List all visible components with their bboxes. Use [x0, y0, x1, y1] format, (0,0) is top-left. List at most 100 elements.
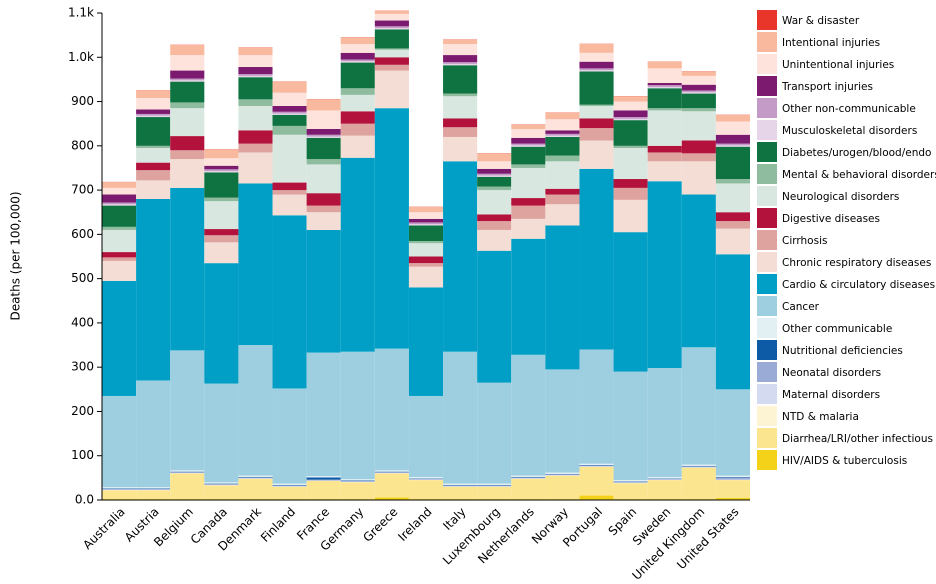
- bar-segment: [340, 88, 375, 95]
- legend-swatch: [757, 186, 777, 206]
- bar-segment: [715, 146, 750, 180]
- bar-segment: [340, 52, 375, 60]
- bar-segment: [340, 480, 375, 482]
- bar-segment: [170, 473, 205, 500]
- bar-segment: [408, 225, 444, 242]
- bar-segment: [681, 161, 716, 195]
- legend-label: Diabetes/urogen/blood/endo: [782, 147, 931, 159]
- y-tick-label: 200: [71, 404, 94, 418]
- y-tick-label: 900: [71, 94, 94, 108]
- bar-segment: [408, 480, 444, 500]
- bar-segment: [443, 486, 478, 500]
- legend-swatch: [757, 142, 777, 162]
- bar-segment: [511, 143, 546, 146]
- bar-segment: [613, 481, 648, 483]
- bar-segment: [306, 137, 341, 160]
- legend-label: Neurological disorders: [782, 191, 899, 203]
- bar-segment: [647, 480, 682, 500]
- bar-segment: [136, 109, 171, 114]
- bar-segment: [613, 145, 648, 149]
- y-axis-label: Deaths (per 100,000): [9, 191, 23, 320]
- bar-segment: [102, 488, 137, 490]
- bar-segment: [204, 197, 239, 202]
- bar-segment: [374, 28, 409, 30]
- bar-segment: [204, 242, 239, 264]
- bar-segment: [238, 183, 273, 346]
- bar-segment: [238, 47, 273, 56]
- bar-segment: [374, 348, 409, 471]
- bar-segment: [511, 354, 546, 476]
- bar-segment: [374, 57, 409, 65]
- bar-segment: [613, 187, 648, 200]
- legend-label: Transport injuries: [781, 81, 873, 93]
- bar-segment: [238, 105, 273, 131]
- bar-segment: [647, 68, 682, 83]
- bar-segment: [306, 110, 341, 129]
- y-tick-label: 700: [71, 183, 94, 197]
- bar-segment: [579, 43, 614, 53]
- bar-segment: [545, 188, 580, 195]
- legend-label: NTD & malaria: [782, 411, 859, 423]
- bar-segment: [102, 280, 137, 396]
- bar-segment: [340, 479, 375, 481]
- bar-segment: [579, 118, 614, 129]
- bar-segment: [511, 205, 546, 219]
- legend-label: Cancer: [782, 301, 820, 313]
- x-tick-label: Finland: [258, 505, 298, 545]
- bar-segment: [102, 187, 137, 195]
- bar-segment: [477, 173, 512, 176]
- bar-segment: [204, 172, 239, 198]
- bar-segment: [443, 63, 478, 66]
- bar-segment: [613, 118, 648, 121]
- bar-segment: [613, 232, 648, 372]
- bar-segment: [511, 164, 546, 168]
- bar-segment: [272, 190, 307, 195]
- bar-segment: [238, 55, 273, 68]
- bar-segment: [715, 475, 750, 477]
- bar-segment: [374, 48, 409, 50]
- bar-segment: [511, 124, 546, 129]
- bar-segment: [272, 92, 307, 106]
- bar-segment: [408, 476, 444, 479]
- bar-segment: [647, 145, 682, 153]
- legend-swatch: [757, 208, 777, 228]
- legend-swatch: [757, 428, 777, 448]
- bar-segment: [408, 395, 444, 477]
- x-tick-label: Australia: [80, 505, 127, 552]
- legend-swatch: [757, 252, 777, 272]
- bar-segment: [408, 243, 444, 257]
- bar-segment: [102, 182, 137, 188]
- bar-segment: [545, 204, 580, 226]
- bar-segment: [647, 161, 682, 182]
- bar-segment: [272, 125, 307, 135]
- bar-segment: [545, 194, 580, 205]
- bar-segment: [511, 198, 546, 206]
- bar-segment: [170, 136, 205, 151]
- bar-segment: [238, 67, 273, 75]
- bar-segment: [238, 130, 273, 144]
- bar-segment: [204, 158, 239, 166]
- bar-segment: [408, 263, 444, 267]
- bar-segment: [408, 478, 444, 480]
- bar-segment: [511, 478, 546, 500]
- bar-segment: [579, 349, 614, 464]
- y-tick-label: 100: [71, 448, 94, 462]
- bar-segment: [238, 475, 273, 477]
- bar-segment: [715, 114, 750, 122]
- bar-segment: [136, 115, 171, 118]
- bar-segment: [374, 20, 409, 27]
- bar-segment: [340, 94, 375, 112]
- bar-segment: [613, 483, 648, 500]
- bar-segment: [136, 180, 171, 199]
- bar-segment: [238, 74, 273, 76]
- bar-segment: [477, 176, 512, 187]
- legend-swatch: [757, 98, 777, 118]
- bar-segment: [613, 179, 648, 188]
- legend-swatch: [757, 54, 777, 74]
- bar-segment: [204, 165, 239, 170]
- bar-segment: [170, 78, 205, 81]
- bar-segment: [681, 466, 716, 468]
- bar-segment: [306, 193, 341, 206]
- bar-segment: [715, 145, 750, 147]
